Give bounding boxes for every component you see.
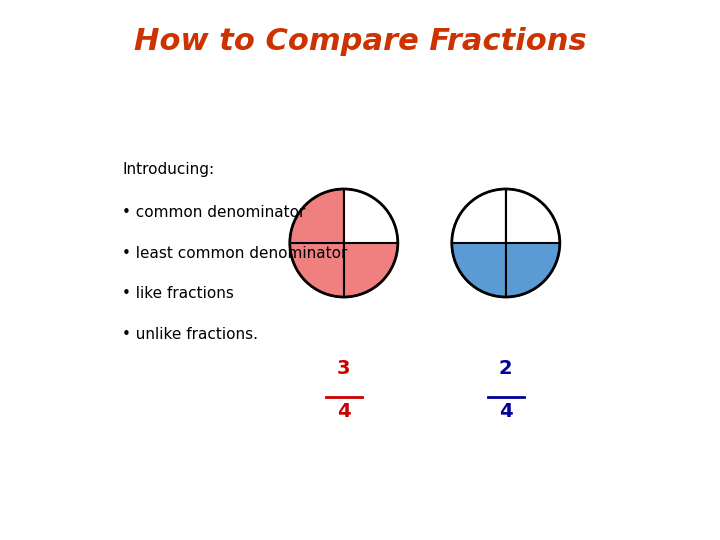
Wedge shape: [452, 243, 505, 297]
Wedge shape: [344, 243, 397, 297]
Text: • common denominator: • common denominator: [122, 205, 306, 220]
Wedge shape: [289, 243, 344, 297]
Text: 4: 4: [337, 402, 351, 421]
Text: • least common denominator: • least common denominator: [122, 246, 348, 261]
Text: • unlike fractions.: • unlike fractions.: [122, 327, 258, 342]
Wedge shape: [452, 189, 505, 243]
Wedge shape: [505, 189, 560, 243]
Text: Introducing:: Introducing:: [122, 162, 215, 177]
Text: 4: 4: [499, 402, 513, 421]
Text: 3: 3: [337, 359, 351, 378]
Text: 2: 2: [499, 359, 513, 378]
Wedge shape: [289, 189, 344, 243]
Text: • like fractions: • like fractions: [122, 286, 234, 301]
Text: How to Compare Fractions: How to Compare Fractions: [134, 27, 586, 56]
Wedge shape: [344, 189, 397, 243]
Wedge shape: [505, 243, 560, 297]
